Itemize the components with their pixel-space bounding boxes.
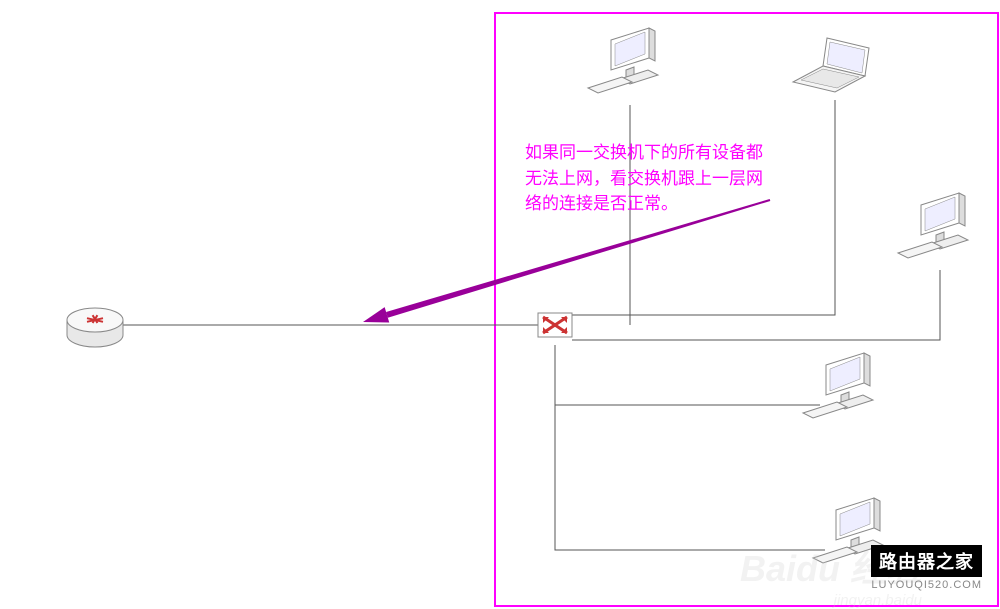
arrow-shaft bbox=[386, 199, 770, 318]
desktop-icon bbox=[803, 353, 873, 418]
baidu-watermark-sub: jingyan.baidu bbox=[740, 592, 922, 609]
router-icon bbox=[67, 308, 123, 347]
switch-icon bbox=[538, 313, 572, 337]
desktop-icon bbox=[898, 193, 968, 258]
site-watermark: 路由器之家 LUYOUQI520.COM bbox=[871, 545, 982, 591]
link-line bbox=[572, 270, 940, 340]
laptop-icon bbox=[793, 38, 869, 92]
site-watermark-cn: 路由器之家 bbox=[871, 545, 982, 577]
arrow-head bbox=[363, 307, 389, 322]
desktop-icon bbox=[588, 28, 658, 93]
link-line bbox=[555, 345, 820, 405]
group-box bbox=[495, 13, 998, 606]
annotation-text: 如果同一交换机下的所有设备都无法上网，看交换机跟上一层网络的连接是否正常。 bbox=[525, 140, 775, 217]
network-diagram bbox=[0, 0, 1000, 609]
link-line bbox=[555, 345, 825, 550]
site-watermark-en: LUYOUQI520.COM bbox=[871, 579, 982, 591]
